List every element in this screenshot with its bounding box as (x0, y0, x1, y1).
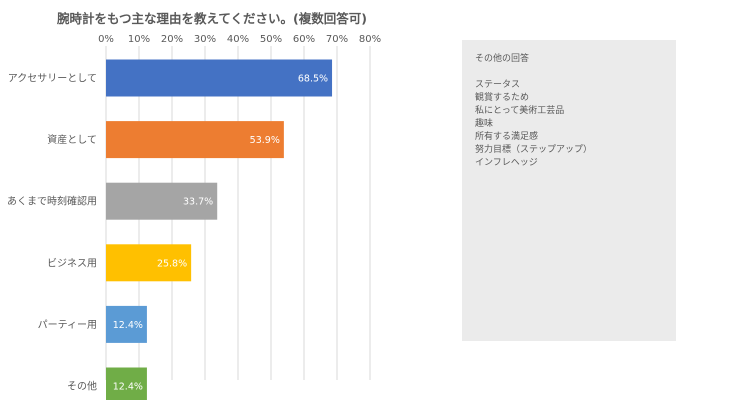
other-answer-item: インフレヘッジ (475, 158, 538, 168)
category-label: その他 (67, 380, 97, 393)
x-tick-label: 30% (194, 34, 216, 45)
bar (106, 244, 192, 282)
category-label: 資産として (47, 133, 97, 146)
bar (106, 305, 147, 343)
data-label: 68.5% (298, 74, 328, 85)
category-label: ビジネス用 (47, 257, 97, 269)
bar (106, 367, 147, 400)
data-label: 53.9% (250, 135, 280, 146)
category-label: あくまで時刻確認用 (7, 195, 97, 208)
category-label: アクセサリーとして (8, 73, 97, 85)
other-answers-panel: その他の回答 ステータス観賞するため私にとって美術工芸品 趣味所有する満足感努力目… (462, 40, 676, 341)
x-tick-label: 10% (128, 34, 150, 45)
bar (106, 59, 333, 97)
data-labels: 68.5% 53.9% 33.7% 25.8% 12.4% 12.4% (113, 74, 328, 393)
other-answer-item: ステータス (475, 80, 521, 90)
data-label: 25.8% (157, 258, 187, 269)
bar-chart: 0% 10% 20% 30% 40% 50% 60% 70% 80% アクセサリーとして資産とし… (7, 34, 381, 400)
x-tick-label: 70% (326, 34, 348, 45)
data-label: 12.4% (113, 382, 143, 393)
bar (106, 121, 284, 159)
category-label: パーティー用 (38, 319, 97, 331)
data-label: 12.4% (113, 320, 143, 331)
other-answers-title: その他の回答 (475, 54, 530, 64)
other-answers-list: ステータス観賞するため私にとって美術工芸品 趣味所有する満足感努力目標（ステップア… (475, 79, 676, 170)
x-tick-label: 80% (359, 34, 381, 45)
x-tick-label: 20% (161, 34, 183, 45)
x-tick-label: 40% (227, 34, 249, 45)
x-tick-label: 50% (260, 34, 282, 45)
other-answer-item: 私にとって美術工芸品 (475, 106, 565, 116)
other-answer-item: 観賞するため (475, 93, 530, 103)
bars (106, 59, 333, 400)
data-label: 33.7% (183, 197, 213, 208)
other-answer-item: 所有する満足感 (475, 132, 539, 142)
other-answer-item: 趣味 (475, 119, 494, 129)
chart-title: 腕時計をもつ主な理由を教えてください。(複数回答可) (57, 11, 367, 26)
x-tick-label: 60% (293, 34, 315, 45)
other-answer-item: 努力目標（ステップアップ） (475, 145, 593, 155)
bar (106, 182, 218, 220)
x-tick-label: 0% (98, 34, 114, 45)
x-axis-tick-labels: 0% 10% 20% 30% 40% 50% 60% 70% 80% (98, 34, 381, 45)
